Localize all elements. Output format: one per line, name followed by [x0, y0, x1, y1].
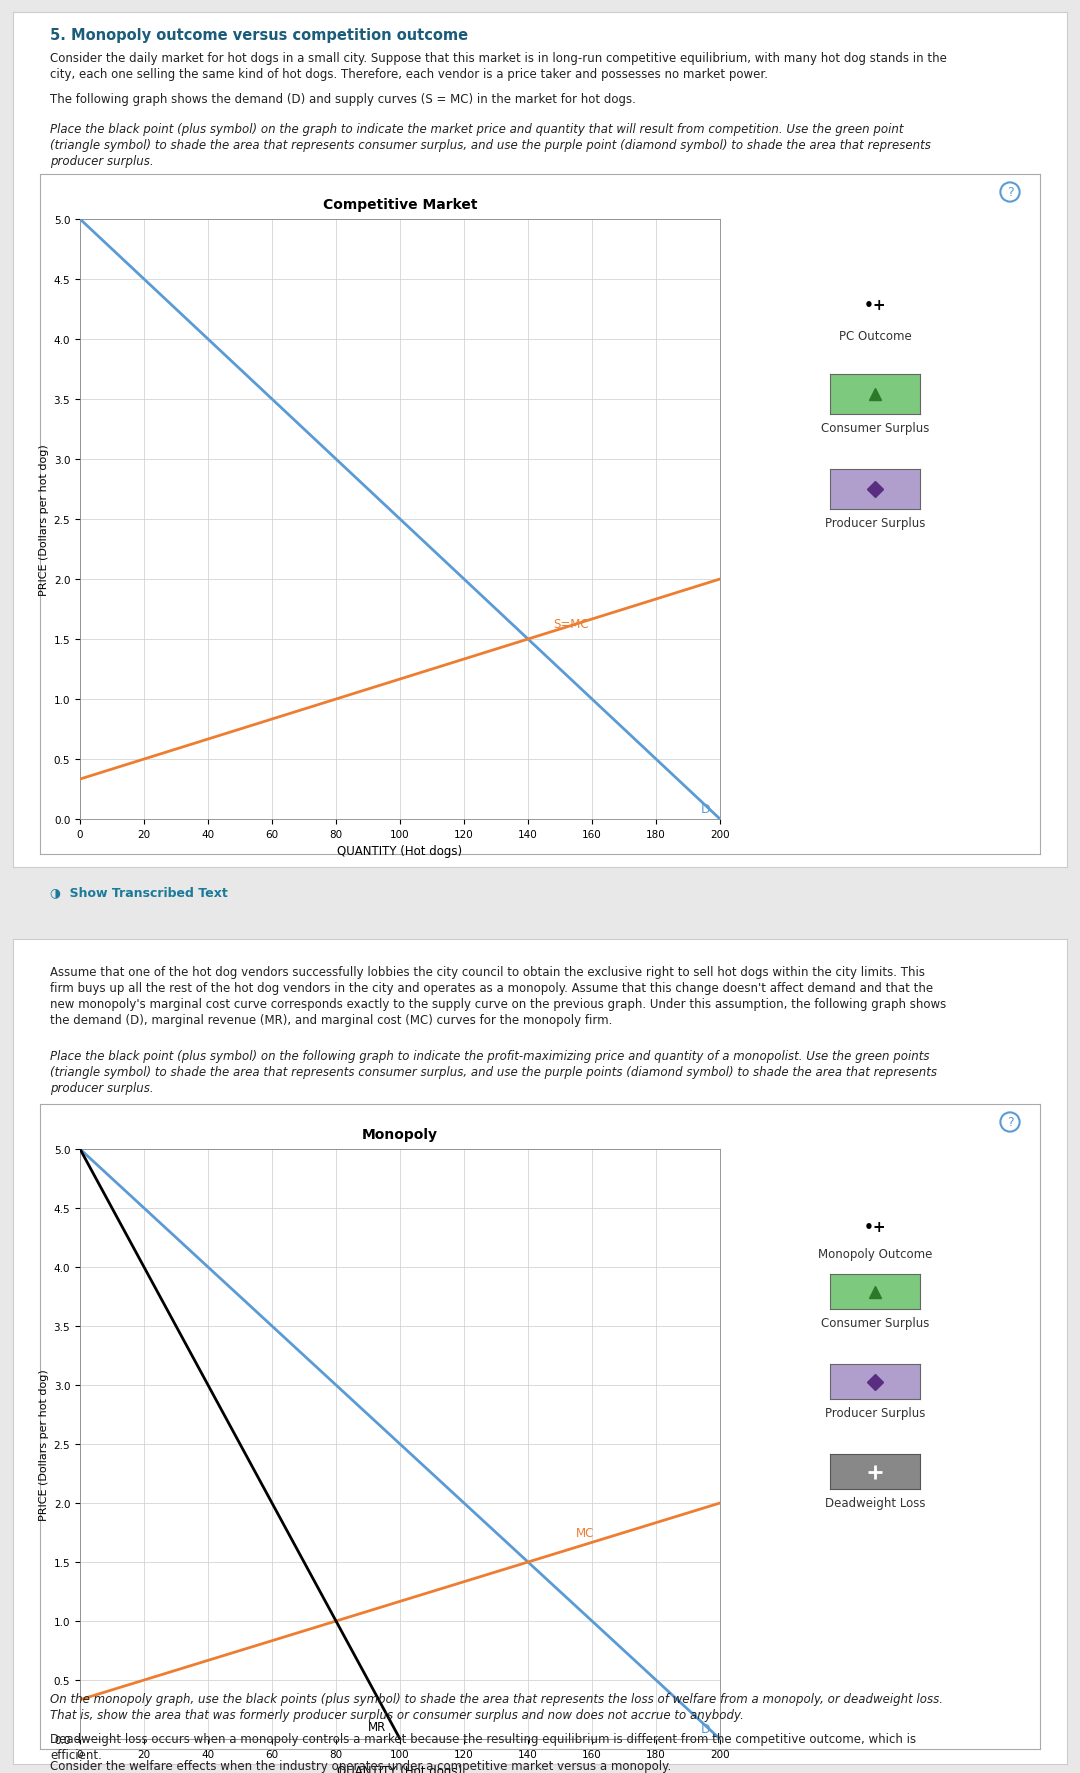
Text: new monopoly's marginal cost curve corresponds exactly to the supply curve on th: new monopoly's marginal cost curve corre…: [50, 998, 946, 1011]
Text: Consider the welfare effects when the industry operates under a competitive mark: Consider the welfare effects when the in…: [50, 1759, 672, 1771]
Text: S=MC: S=MC: [554, 617, 590, 631]
Text: On the monopoly graph, use the black points (plus symbol) to shade the area that: On the monopoly graph, use the black poi…: [50, 1691, 943, 1706]
X-axis label: QUANTITY (Hot dogs): QUANTITY (Hot dogs): [337, 844, 462, 858]
Y-axis label: PRICE (Dollars per hot dog): PRICE (Dollars per hot dog): [40, 443, 50, 596]
Text: PC Outcome: PC Outcome: [839, 330, 912, 342]
Title: Competitive Market: Competitive Market: [323, 199, 477, 211]
Y-axis label: PRICE (Dollars per hot dog): PRICE (Dollars per hot dog): [40, 1369, 50, 1519]
Text: D: D: [701, 1722, 711, 1736]
Text: efficient.: efficient.: [50, 1748, 102, 1761]
Text: firm buys up all the rest of the hot dog vendors in the city and operates as a m: firm buys up all the rest of the hot dog…: [50, 982, 933, 995]
Text: Producer Surplus: Producer Surplus: [825, 516, 926, 530]
Text: the demand (D), marginal revenue (MR), and marginal cost (MC) curves for the mon: the demand (D), marginal revenue (MR), a…: [50, 1014, 612, 1027]
Text: Consider the daily market for hot dogs in a small city. Suppose that this market: Consider the daily market for hot dogs i…: [50, 51, 947, 66]
Title: Monopoly: Monopoly: [362, 1128, 438, 1142]
Text: (triangle symbol) to shade the area that represents consumer surplus, and use th: (triangle symbol) to shade the area that…: [50, 1066, 937, 1078]
X-axis label: QUANTITY (Hot dogs): QUANTITY (Hot dogs): [337, 1764, 462, 1773]
Text: Producer Surplus: Producer Surplus: [825, 1406, 926, 1418]
Text: MC: MC: [576, 1527, 594, 1539]
Text: Consumer Surplus: Consumer Surplus: [821, 422, 929, 434]
Text: 5. Monopoly outcome versus competition outcome: 5. Monopoly outcome versus competition o…: [50, 28, 468, 43]
Text: D: D: [701, 803, 711, 816]
Text: ?: ?: [1007, 1115, 1013, 1129]
Text: Consumer Surplus: Consumer Surplus: [821, 1316, 929, 1330]
Text: That is, show the area that was formerly producer surplus or consumer surplus an: That is, show the area that was formerly…: [50, 1707, 744, 1722]
Text: producer surplus.: producer surplus.: [50, 154, 153, 168]
Text: The following graph shows the demand (D) and supply curves (S = MC) in the marke: The following graph shows the demand (D)…: [50, 92, 636, 106]
Text: city, each one selling the same kind of hot dogs. Therefore, each vendor is a pr: city, each one selling the same kind of …: [50, 67, 768, 82]
Text: Place the black point (plus symbol) on the following graph to indicate the profi: Place the black point (plus symbol) on t…: [50, 1050, 930, 1062]
Text: Assume that one of the hot dog vendors successfully lobbies the city council to : Assume that one of the hot dog vendors s…: [50, 966, 924, 979]
Text: •+: •+: [864, 1220, 887, 1234]
Text: ◑  Show Transcribed Text: ◑ Show Transcribed Text: [50, 886, 228, 899]
Text: ?: ?: [1007, 186, 1013, 199]
Text: producer surplus.: producer surplus.: [50, 1082, 153, 1094]
Text: Deadweight Loss: Deadweight Loss: [825, 1496, 926, 1509]
Text: •+: •+: [864, 298, 887, 312]
Text: Deadweight loss occurs when a monopoly controls a market because the resulting e: Deadweight loss occurs when a monopoly c…: [50, 1732, 916, 1745]
Text: Monopoly Outcome: Monopoly Outcome: [818, 1246, 932, 1261]
Text: Place the black point (plus symbol) on the graph to indicate the market price an: Place the black point (plus symbol) on t…: [50, 122, 904, 137]
Text: MR: MR: [368, 1720, 387, 1732]
Text: (triangle symbol) to shade the area that represents consumer surplus, and use th: (triangle symbol) to shade the area that…: [50, 138, 931, 152]
